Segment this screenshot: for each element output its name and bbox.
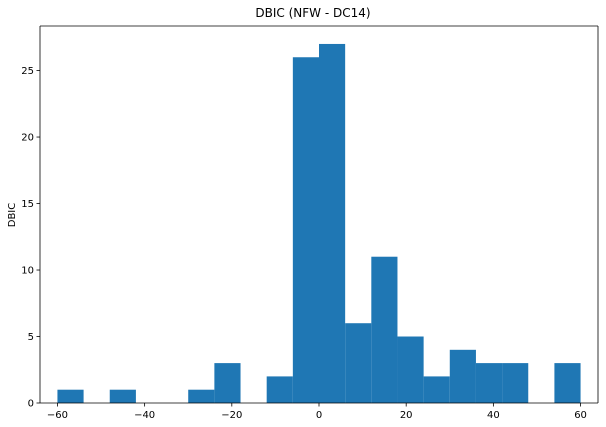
x-tick-label: 60 <box>574 410 587 421</box>
histogram-bar <box>475 363 503 403</box>
axes-group: −60 −40 −20 0 20 40 60 0 5 10 15 20 25 <box>21 25 599 421</box>
histogram-bar <box>345 323 372 403</box>
x-tick-label: 40 <box>487 410 500 421</box>
x-tick-label: −40 <box>134 410 155 421</box>
histogram-bar <box>266 376 293 403</box>
x-tick-label: −60 <box>47 410 68 421</box>
x-tick-label: −20 <box>221 410 242 421</box>
histogram-bar <box>57 389 84 403</box>
histogram-bar <box>502 363 529 403</box>
histogram-bar <box>397 336 424 403</box>
y-tick-label: 0 <box>28 399 34 410</box>
x-tick-label: 20 <box>400 410 413 421</box>
histogram-bar <box>109 389 136 403</box>
chart-title: DBIC (NFW - DC14) <box>255 6 370 20</box>
histogram-bar <box>449 349 476 403</box>
y-tick-label: 5 <box>28 332 34 343</box>
y-tick-label: 15 <box>21 199 34 210</box>
x-tick-label: 0 <box>316 410 322 421</box>
y-tick-label: 25 <box>21 66 34 77</box>
histogram-bar <box>423 376 450 403</box>
y-axis-label: DBIC <box>7 203 18 228</box>
y-tick-label: 20 <box>21 133 34 144</box>
histogram-bar <box>371 256 398 403</box>
histogram-bar <box>188 389 215 403</box>
histogram-bar <box>319 43 346 403</box>
histogram-bar <box>214 363 241 403</box>
y-tick-label: 10 <box>21 266 34 277</box>
histogram-bar <box>554 363 581 403</box>
bars-group <box>57 43 581 404</box>
histogram-bar <box>292 57 319 404</box>
